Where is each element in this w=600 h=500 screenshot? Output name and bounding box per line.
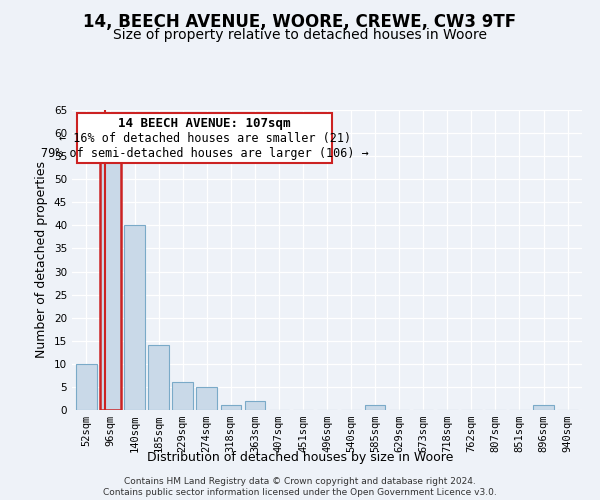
Text: 14 BEECH AVENUE: 107sqm: 14 BEECH AVENUE: 107sqm [118, 118, 291, 130]
Bar [124, 226, 145, 410]
Bar [533, 406, 554, 410]
Bar [365, 406, 385, 410]
Bar [148, 346, 169, 410]
Bar [245, 401, 265, 410]
Text: Contains HM Land Registry data © Crown copyright and database right 2024.: Contains HM Land Registry data © Crown c… [124, 476, 476, 486]
Bar [196, 387, 217, 410]
Text: Distribution of detached houses by size in Woore: Distribution of detached houses by size … [147, 451, 453, 464]
FancyBboxPatch shape [77, 113, 332, 162]
Bar [100, 161, 121, 410]
Bar [76, 364, 97, 410]
Text: 14, BEECH AVENUE, WOORE, CREWE, CW3 9TF: 14, BEECH AVENUE, WOORE, CREWE, CW3 9TF [83, 12, 517, 30]
Bar [221, 406, 241, 410]
Text: ← 16% of detached houses are smaller (21): ← 16% of detached houses are smaller (21… [59, 132, 350, 145]
Text: 79% of semi-detached houses are larger (106) →: 79% of semi-detached houses are larger (… [41, 147, 368, 160]
Bar [172, 382, 193, 410]
Text: Contains public sector information licensed under the Open Government Licence v3: Contains public sector information licen… [103, 488, 497, 497]
Y-axis label: Number of detached properties: Number of detached properties [35, 162, 49, 358]
Text: Size of property relative to detached houses in Woore: Size of property relative to detached ho… [113, 28, 487, 42]
